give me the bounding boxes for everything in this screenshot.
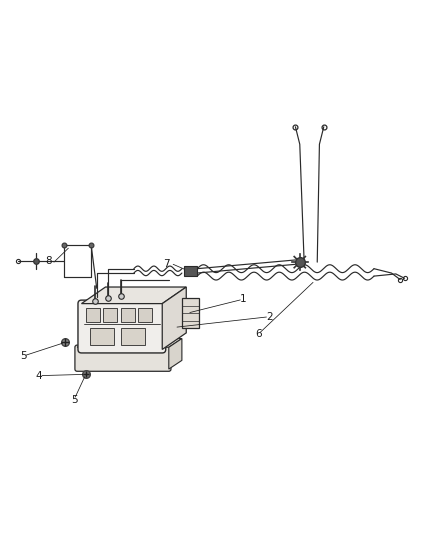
Bar xyxy=(182,298,199,328)
Bar xyxy=(90,328,114,345)
Text: 5: 5 xyxy=(71,394,78,405)
Text: 4: 4 xyxy=(36,370,42,381)
Bar xyxy=(121,308,135,322)
Polygon shape xyxy=(81,287,186,304)
FancyBboxPatch shape xyxy=(75,345,171,372)
Text: 8: 8 xyxy=(46,256,52,266)
Bar xyxy=(86,308,100,322)
Text: 5: 5 xyxy=(20,351,27,361)
Polygon shape xyxy=(169,338,182,369)
Bar xyxy=(121,328,145,345)
Text: 1: 1 xyxy=(240,294,246,304)
Bar xyxy=(103,308,117,322)
Polygon shape xyxy=(77,338,182,348)
Bar xyxy=(138,308,152,322)
Polygon shape xyxy=(162,287,186,350)
FancyBboxPatch shape xyxy=(78,300,166,353)
Text: 7: 7 xyxy=(163,260,170,269)
Text: 2: 2 xyxy=(266,312,272,322)
Bar xyxy=(184,265,197,276)
Text: 6: 6 xyxy=(255,329,261,339)
